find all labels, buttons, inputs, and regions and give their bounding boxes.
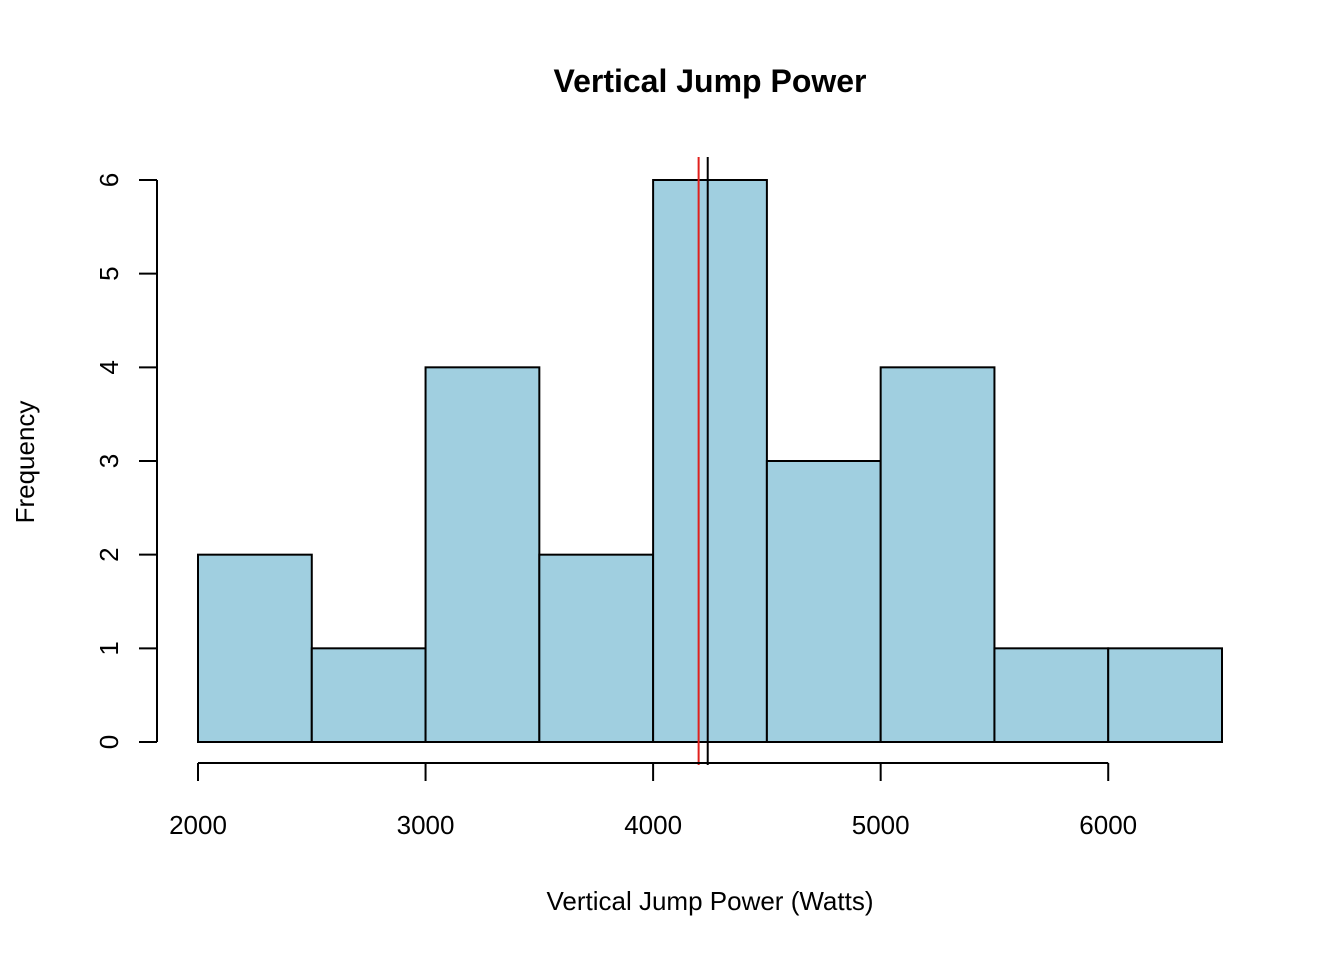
y-tick-label: 6 (94, 173, 124, 187)
x-tick-label: 3000 (397, 810, 455, 840)
x-axis: 2000 3000 4000 5000 6000 (169, 762, 1137, 840)
histogram-bar-8 (993, 647, 1110, 743)
bars (197, 179, 1223, 744)
histogram-bar-6 (765, 460, 882, 743)
x-axis-label: Vertical Jump Power (Watts) (546, 886, 873, 916)
chart-title: Vertical Jump Power (553, 63, 866, 99)
y-tick-label: 5 (94, 266, 124, 280)
histogram-bar-5 (652, 179, 768, 743)
y-tick-label: 2 (94, 547, 124, 561)
histogram-bar-9 (1107, 647, 1223, 743)
reference-lines (697, 157, 709, 765)
x-tick-label: 6000 (1079, 810, 1137, 840)
y-tick-label: 1 (94, 641, 124, 655)
x-tick-label: 2000 (169, 810, 227, 840)
x-tick-label: 5000 (852, 810, 910, 840)
y-axis-label: Frequency (10, 401, 40, 524)
histogram-bar-3 (424, 366, 541, 743)
y-tick-label: 0 (94, 735, 124, 749)
histogram-bar-2 (310, 647, 427, 743)
x-tick-label: 4000 (624, 810, 682, 840)
histogram-bar-1 (197, 553, 313, 744)
y-tick-label: 3 (94, 454, 124, 468)
y-axis: 0 1 2 3 4 5 6 (94, 173, 158, 749)
histogram-bar-4 (538, 553, 655, 744)
y-tick-label: 4 (94, 360, 124, 374)
histogram-bar-7 (879, 366, 996, 743)
